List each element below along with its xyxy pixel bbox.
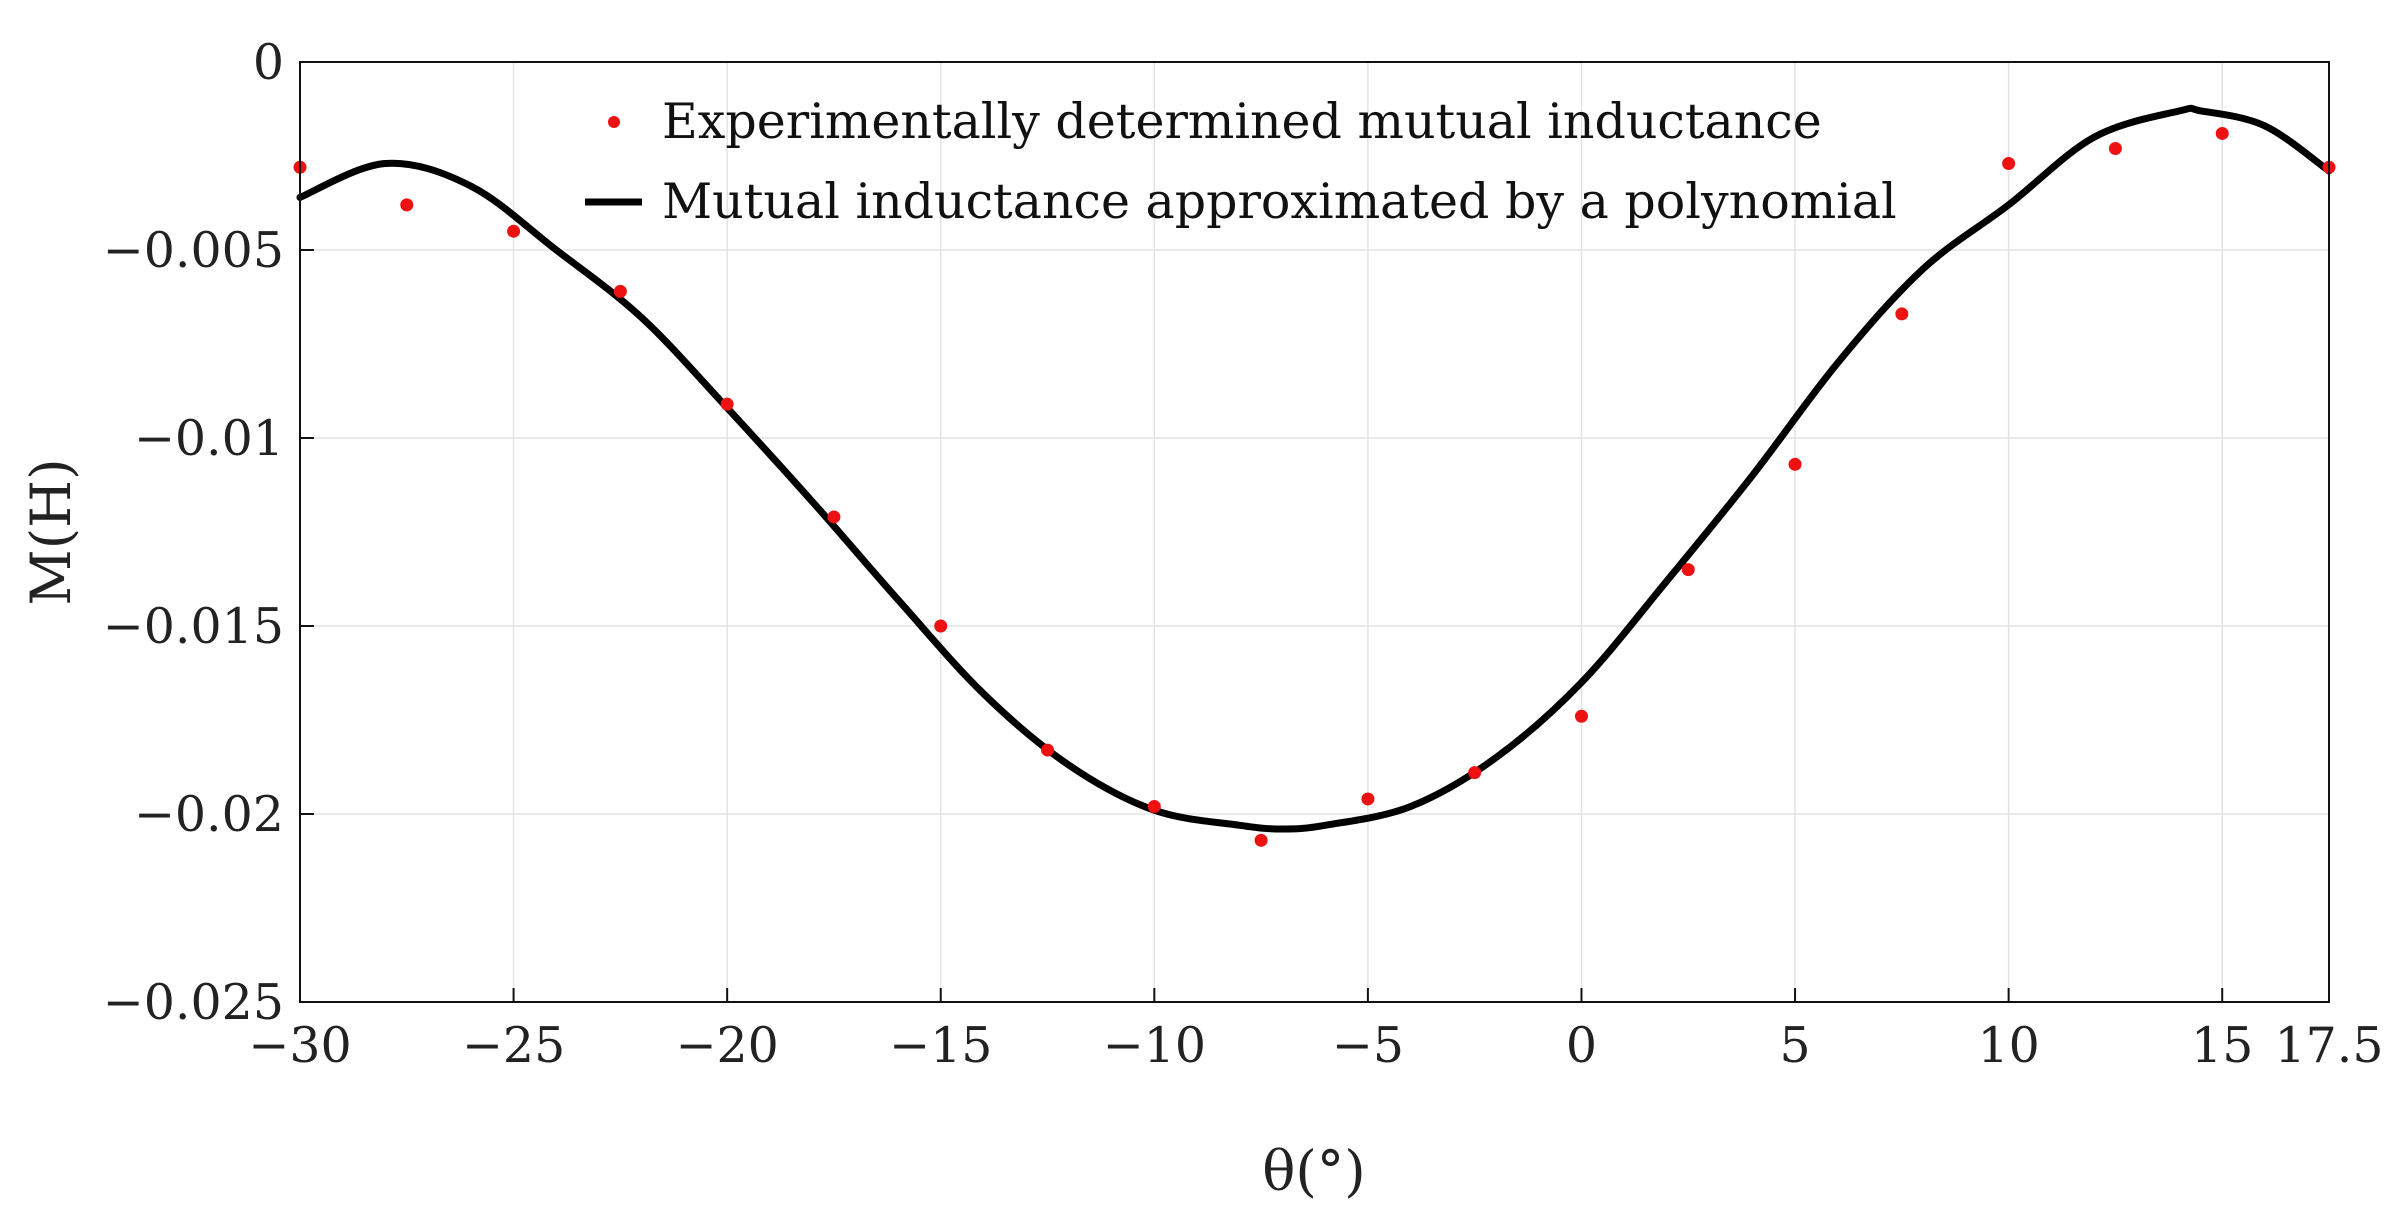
data-point [720,397,734,411]
axis-ticks: −30 −25 −20 −15 −10 −5 0 5 10 15 17.5 0 −0.005 −0.01 −… [103,34,2384,1074]
x-tick-label: 17.5 [2274,1017,2383,1074]
data-point [1788,457,1802,471]
x-axis-title: θ(°) [1262,1139,1366,1203]
x-tick-label: −15 [889,1017,992,1074]
data-point [2002,157,2016,171]
x-tick-label: 15 [2191,1017,2253,1074]
data-point [507,224,521,238]
data-point [1574,709,1588,723]
x-tick-label: −25 [462,1017,565,1074]
data-point [2108,141,2122,155]
x-tick-label: 10 [1977,1017,2039,1074]
data-point [1468,766,1482,780]
y-axis-title: M(H) [19,458,83,605]
legend-label-experimental: Experimentally determined mutual inducta… [662,93,1822,150]
plot-frame [299,61,2330,1003]
polynomial-curve [296,104,2333,833]
data-point [1361,792,1375,806]
data-point [1041,743,1055,757]
y-tick-label: 0 [253,34,284,91]
data-point [400,198,414,212]
legend: Experimentally determined mutual inducta… [585,93,1897,230]
x-tick-label: 5 [1779,1017,1810,1074]
data-point [1147,799,1161,813]
legend-marker-experimental [608,116,620,128]
x-tick-label: −30 [248,1017,351,1074]
y-tick-label: −0.02 [134,786,284,843]
y-tick-label: −0.025 [103,974,284,1031]
data-point [2215,126,2229,140]
data-point [827,510,841,524]
y-tick-label: −0.005 [103,222,284,279]
experimental-points-layer [293,126,2336,847]
legend-label-polynomial: Mutual inductance approximated by a poly… [662,173,1897,230]
polynomial-curve-layer [296,104,2333,833]
data-point [934,619,948,633]
x-tick-label: −20 [675,1017,778,1074]
x-tick-label: −10 [1103,1017,1206,1074]
data-point [1681,563,1695,577]
x-tick-label: 0 [1566,1017,1597,1074]
data-point [1895,307,1909,321]
data-point [1254,833,1268,847]
data-point [613,284,627,298]
y-tick-label: −0.015 [103,598,284,655]
x-tick-label: −5 [1332,1017,1404,1074]
y-tick-label: −0.01 [134,410,284,467]
